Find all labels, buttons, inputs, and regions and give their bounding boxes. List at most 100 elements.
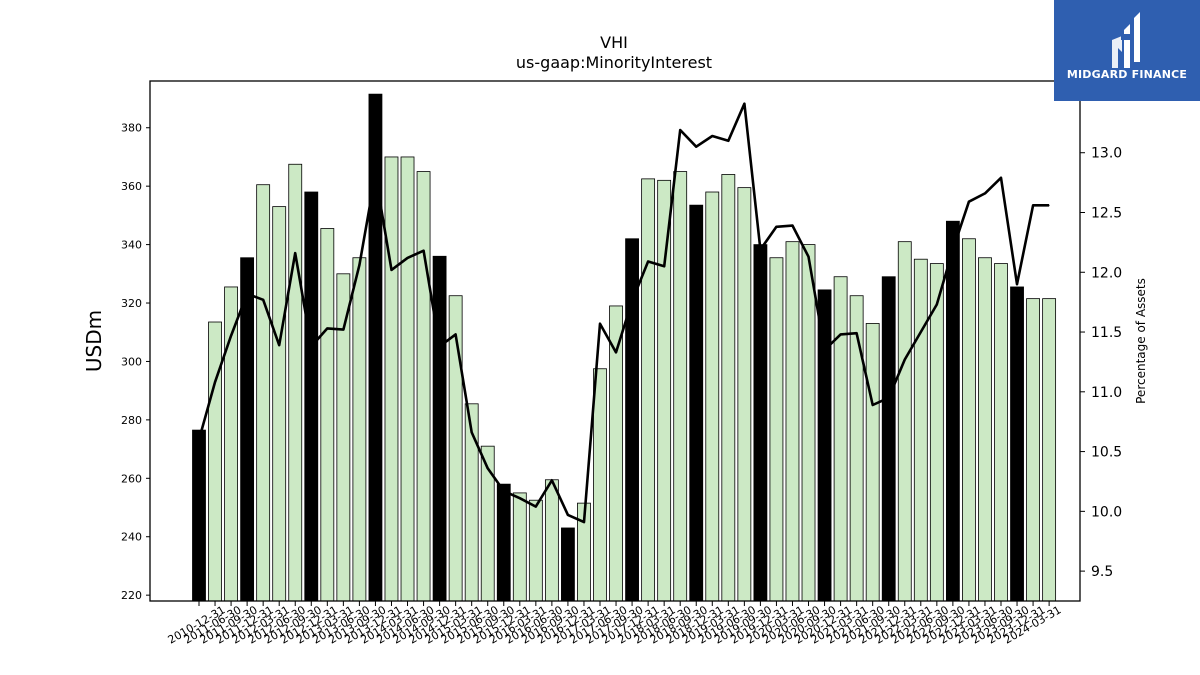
line-point — [407, 257, 409, 259]
line-point — [824, 349, 826, 351]
bar — [544, 479, 559, 602]
line-point — [840, 333, 842, 335]
line-point — [1032, 204, 1034, 206]
bar — [208, 321, 222, 602]
line-point — [808, 256, 810, 258]
y-tick-label: 380 — [121, 122, 142, 135]
line-point — [246, 293, 248, 295]
bar — [737, 187, 752, 602]
bar — [304, 191, 319, 602]
line-point — [374, 173, 376, 175]
bar — [400, 156, 415, 602]
bar — [593, 368, 607, 602]
y-tick-label: 360 — [121, 180, 142, 193]
bar-series — [192, 93, 1057, 602]
y2-tick-label: 10.0 — [1091, 504, 1122, 520]
chart-subtitle: us-gaap:MinorityInterest — [516, 53, 712, 72]
line-point — [198, 439, 200, 441]
line-point — [326, 327, 328, 329]
line-series — [197, 102, 1050, 524]
bar — [689, 204, 704, 602]
chart-title: VHI — [600, 33, 628, 52]
line-point — [583, 521, 585, 523]
line-point — [984, 192, 986, 194]
line-point — [1016, 283, 1018, 285]
bar — [994, 263, 1008, 602]
y-tick-label: 220 — [121, 589, 142, 602]
line-point — [294, 252, 296, 254]
bar — [817, 289, 832, 602]
bar — [496, 483, 511, 602]
y2-axis-ticks: 9.5 10.0 10.5 11.0 11.5 12.0 12.5 13.0 — [1080, 146, 1122, 580]
line-point — [487, 467, 489, 469]
y-axis-ticks: 220 240 260 280 300 320 340 360 380 — [121, 122, 150, 602]
line-point — [230, 335, 232, 337]
bar — [673, 171, 688, 602]
y-tick-label: 300 — [121, 355, 142, 368]
line-point — [920, 331, 922, 333]
y2-tick-label: 12.0 — [1091, 265, 1122, 281]
line-point — [759, 249, 761, 251]
bar — [865, 323, 880, 602]
line-point — [904, 359, 906, 361]
y-tick-label: 260 — [121, 472, 142, 485]
bar — [769, 257, 784, 602]
bar — [256, 184, 271, 602]
y-tick-label: 280 — [121, 414, 142, 427]
bar — [512, 492, 527, 602]
bar — [432, 255, 447, 602]
line-point — [455, 333, 457, 335]
line-point — [439, 345, 441, 347]
bar — [785, 241, 800, 602]
line-point — [968, 201, 970, 203]
line-point — [775, 226, 777, 228]
bar — [962, 238, 976, 602]
bar — [352, 257, 367, 602]
line-point — [631, 300, 633, 302]
bar — [753, 244, 768, 602]
bar — [897, 241, 912, 602]
line-point — [503, 490, 505, 492]
line-point — [695, 146, 697, 148]
bar — [384, 156, 399, 602]
bar — [288, 163, 303, 602]
line-point — [423, 250, 425, 252]
line-point — [615, 351, 617, 353]
logo-text: MIDGARD FINANCE — [1066, 68, 1188, 81]
percentage-line — [197, 102, 1050, 524]
line-point — [1000, 177, 1002, 179]
line-point — [856, 332, 858, 334]
y2-axis-label: Percentage of Assets — [1134, 278, 1148, 404]
line-point — [567, 514, 569, 516]
bar — [833, 276, 848, 602]
line-point — [278, 344, 280, 346]
line-point — [310, 345, 312, 347]
bar — [336, 273, 351, 602]
y2-tick-label: 13.0 — [1091, 146, 1122, 162]
bar — [641, 178, 656, 602]
line-point — [535, 506, 537, 508]
y2-tick-label: 10.5 — [1091, 445, 1122, 461]
bar — [528, 499, 543, 602]
brand-logo: MIDGARD FINANCE — [1054, 0, 1200, 101]
bar — [657, 179, 672, 602]
bar — [801, 244, 816, 602]
logo-mark-icon — [1112, 12, 1140, 68]
line-point — [262, 299, 264, 301]
y2-tick-label: 9.5 — [1091, 564, 1113, 580]
y2-tick-label: 12.5 — [1091, 205, 1122, 221]
plot-frame — [149, 80, 1081, 602]
line-point — [727, 140, 729, 142]
line-point — [471, 431, 473, 433]
line-point — [743, 103, 745, 105]
line-point — [390, 269, 392, 271]
line-point — [599, 323, 601, 325]
line-point — [358, 264, 360, 266]
bar — [320, 228, 335, 602]
line-point — [647, 261, 649, 263]
bar — [416, 171, 431, 602]
line-point — [952, 249, 954, 251]
line-point — [872, 404, 874, 406]
line-point — [888, 397, 890, 399]
